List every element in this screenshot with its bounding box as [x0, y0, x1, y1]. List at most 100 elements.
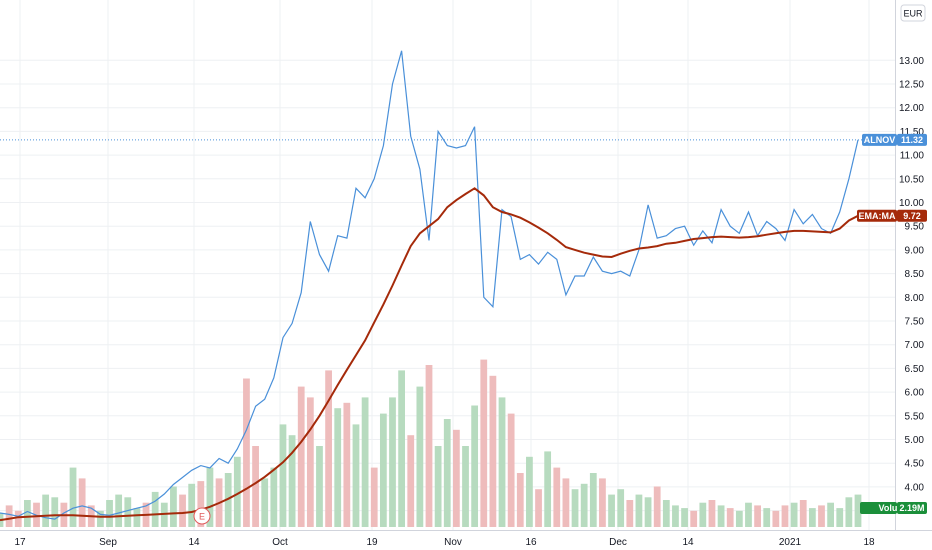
y-tick-label: 10.50: [899, 174, 924, 185]
volume-bar: [124, 497, 132, 527]
price-series-line: [0, 50, 859, 520]
volume-bar: [252, 446, 259, 527]
volume-bar: [389, 397, 396, 527]
volume-bar: [297, 386, 305, 527]
x-tick-label: 14: [682, 537, 694, 548]
y-tick-label: 4.50: [905, 459, 925, 470]
volume-bars: [0, 359, 862, 527]
volume-bar: [754, 505, 761, 527]
volume-bar: [42, 494, 50, 527]
ema-value-badge: [897, 209, 927, 222]
volume-bar: [699, 502, 707, 527]
x-tick-label: Dec: [609, 537, 627, 548]
x-tick-label: Sep: [99, 537, 117, 548]
y-tick-label: 10.00: [899, 198, 924, 209]
volume-bar: [735, 510, 743, 527]
y-tick-label: 7.00: [905, 340, 925, 351]
volume-bar: [489, 375, 497, 527]
volume-bar: [151, 491, 159, 527]
volume-bar: [672, 505, 679, 527]
y-tick-label: 12.00: [899, 103, 924, 114]
y-tick-label: 5.50: [905, 411, 925, 422]
volume-bar: [608, 494, 615, 527]
volume-bar: [398, 370, 406, 527]
volume-bar: [617, 489, 625, 527]
volume-bar: [462, 446, 469, 527]
earnings-marker[interactable]: E: [193, 507, 211, 525]
volume-bar: [379, 413, 387, 527]
x-tick-label: 18: [863, 537, 875, 548]
volume-bar: [799, 500, 807, 527]
y-tick-label: 8.50: [905, 269, 925, 280]
volume-bar: [827, 502, 835, 527]
volume-bar: [580, 483, 588, 527]
currency-badge[interactable]: EUR: [900, 4, 926, 22]
volume-bar: [78, 478, 86, 527]
volume-bar: [635, 494, 643, 527]
y-tick-label: 13.00: [899, 56, 924, 67]
volume-bar: [526, 456, 533, 527]
price-badge-name: ALNOV: [864, 135, 896, 145]
volume-bar: [471, 405, 479, 527]
volume-bar: [781, 505, 789, 527]
volume-bar: [452, 429, 460, 527]
volume-bar: [5, 505, 13, 527]
volume-bar: [115, 494, 123, 527]
y-tick-label: 6.00: [905, 388, 925, 399]
x-tick-label: Nov: [444, 537, 462, 548]
volume-bar: [14, 510, 22, 527]
volume-bar: [507, 413, 515, 527]
volume-bar: [97, 510, 104, 527]
price-value-label: 11.32: [901, 135, 923, 145]
volume-bar: [589, 473, 597, 527]
volume-bar: [170, 486, 177, 527]
y-tick-label: 11.50: [900, 127, 925, 138]
volume-bar: [206, 467, 214, 527]
volume-bar: [745, 502, 752, 527]
volume-bar: [279, 424, 287, 527]
volume-bar: [416, 386, 424, 527]
volume-badge-group: Volume 2.19M: [860, 502, 927, 514]
y-tick-label: 9.00: [905, 245, 925, 256]
volume-bar: [836, 508, 844, 527]
volume-bar: [69, 467, 77, 527]
volume-bar: [562, 478, 570, 527]
volume-bar: [23, 500, 31, 527]
volume-bar: [288, 435, 296, 527]
volume-bar: [662, 500, 670, 527]
y-tick-label: 8.00: [905, 293, 925, 304]
volume-bar: [407, 435, 415, 527]
x-axis[interactable]: 17 Sep 14 Oct 19 Nov 16 Dec 14 2021 18: [14, 537, 875, 548]
volume-bar: [480, 359, 488, 527]
volume-bar: [306, 397, 314, 527]
volume-bar: [772, 510, 780, 527]
volume-bar: [270, 467, 278, 527]
volume-bar: [726, 508, 734, 527]
volume-bar: [845, 497, 853, 527]
volume-bar: [644, 497, 652, 527]
y-axis[interactable]: 3.504.004.505.005.506.006.507.007.508.00…: [899, 56, 924, 517]
volume-value-label: 2.19M: [899, 503, 924, 513]
price-badge-group: ALNOV 11.32: [862, 133, 927, 146]
volume-bar: [790, 502, 798, 527]
ema-badge: [857, 209, 897, 222]
y-tick-label: 11.00: [900, 151, 925, 162]
volume-bar: [571, 489, 579, 527]
ema-badge-group: EMA:MA 9.72: [857, 209, 927, 222]
volume-bar: [763, 508, 771, 527]
y-tick-label: 7.50: [905, 317, 925, 328]
volume-bar: [233, 456, 241, 527]
volume-bar: [425, 365, 433, 527]
x-tick-label: 2021: [779, 537, 802, 548]
y-tick-label: 5.00: [905, 435, 925, 446]
volume-bar: [325, 370, 332, 527]
price-badge: [862, 133, 897, 146]
volume-bar: [544, 451, 552, 527]
volume-bar: [352, 424, 360, 527]
volume-bar: [243, 378, 250, 527]
volume-bar: [343, 402, 351, 527]
volume-bar: [370, 467, 378, 527]
volume-bar: [197, 481, 205, 527]
volume-bar: [188, 483, 196, 527]
